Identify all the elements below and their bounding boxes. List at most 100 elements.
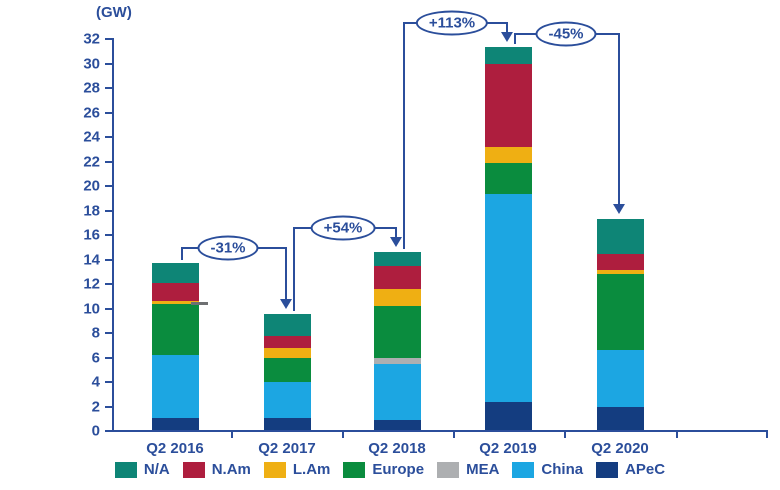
x-axis-tick [342,432,344,438]
y-axis-tick [105,283,112,285]
legend-label: N.Am [211,461,251,478]
legend-item-apec: APeC [596,461,665,478]
bar-segment-china [596,349,644,408]
y-axis-tick [105,111,112,114]
annotation-bracket-stub [293,227,295,312]
y-tick-label: 6 [91,349,100,366]
x-axis-tick [676,432,678,438]
legend-swatch-icon [512,461,535,478]
annotation-arrow-shaft [618,33,620,205]
y-axis-title: (GW) [96,4,132,21]
y-axis-tick [105,136,112,138]
y-tick-label: 22 [83,153,100,170]
bar-segment-china [151,355,199,418]
y-tick-label: 8 [91,324,100,342]
x-axis-label: Q2 2018 [368,440,426,457]
legend-swatch-icon [182,461,205,478]
y-tick-label: 0 [91,422,100,440]
bar-segment-europe [484,162,532,195]
bar-segment-europe [151,303,199,356]
x-axis-label: Q2 2017 [258,440,316,457]
y-axis-tick [105,38,112,40]
arrow-down-icon [613,203,625,214]
y-axis-line [112,38,114,432]
legend-swatch-icon [343,461,366,478]
x-axis-tick [453,432,455,438]
legend-item-lam: L.Am [263,461,331,478]
bar-segment-apec [151,417,199,430]
y-axis-tick [105,160,112,163]
legend-swatch-icon [596,461,619,478]
annotation-arrow-shaft [395,227,397,238]
legend-item-na: N/A [114,461,170,478]
legend-swatch-icon [437,461,460,478]
y-axis-tick [105,209,112,212]
y-axis-tick [105,430,112,432]
y-tick-label: 16 [83,226,100,244]
arrow-down-icon [280,299,292,310]
annotation-bracket-stub [514,33,516,44]
bar-segment-na [151,263,199,283]
bar-segment-europe [373,306,421,358]
legend-label: L.Am [292,461,331,478]
annotation-arrow-shaft [285,247,287,301]
y-axis-tick [105,62,112,65]
bar-segment-nam [263,335,311,348]
y-axis-tick [105,87,112,89]
y-tick-label: 10 [83,300,100,317]
x-axis-tick [231,432,233,438]
x-axis-tick [564,432,566,438]
y-axis-tick [105,332,112,334]
bar-segment-apec [484,401,532,430]
y-axis-tick [105,381,112,383]
bar-segment-na [263,314,311,336]
y-axis-tick [105,405,112,408]
mea-zero-dash-icon [190,301,208,305]
y-tick-label: 32 [83,30,100,48]
legend-item-europe: Europe [343,461,424,478]
bar-segment-europe [263,357,311,382]
bar-segment-china [373,364,421,420]
arrow-down-icon [390,236,402,247]
annotation-arrow-shaft [506,22,508,33]
bar-segment-lam [484,147,532,163]
bar-segment-lam [596,270,644,274]
y-tick-label: 2 [91,398,100,415]
bar-segment-apec [263,417,311,430]
x-axis-label: Q2 2019 [479,440,537,457]
legend-label: China [541,461,584,478]
y-axis-tick [105,307,112,310]
bar-segment-nam [373,266,421,290]
bar-segment-na [484,46,532,64]
annotation-bubble: +113% [415,10,489,36]
bar-segment-europe [596,273,644,350]
y-axis-tick [105,185,112,187]
annotation-bracket-stub [181,247,183,261]
bar-segment-nam [151,283,199,302]
bar-segment-nam [596,254,644,271]
legend-item-mea: MEA [437,461,499,478]
bar-segment-lam [151,301,199,304]
x-axis-label: Q2 2016 [146,440,204,457]
legend-label: N/A [143,461,170,478]
legend-item-nam: N.Am [182,461,251,478]
annotation-bubble: -31% [197,235,259,261]
annotation-bubble: +54% [310,215,376,241]
bar-segment-nam [484,63,532,148]
chart-legend: N/A N.Am L.Am Europe MEA China APeC [0,461,780,478]
bar-segment-mea [373,357,421,365]
bar-segment-apec [596,407,644,430]
legend-item-china: China [512,461,583,478]
legend-label: APeC [625,461,666,478]
y-tick-label: 20 [83,177,100,195]
bar-segment-china [263,381,311,418]
y-tick-label: 12 [83,275,100,293]
annotation-bracket-stub [403,22,405,249]
bar-segment-apec [373,419,421,430]
y-tick-label: 14 [83,251,100,268]
y-tick-label: 4 [91,373,100,391]
bar-segment-na [596,218,644,255]
bar-segment-china [484,194,532,402]
legend-swatch-icon [263,461,286,478]
